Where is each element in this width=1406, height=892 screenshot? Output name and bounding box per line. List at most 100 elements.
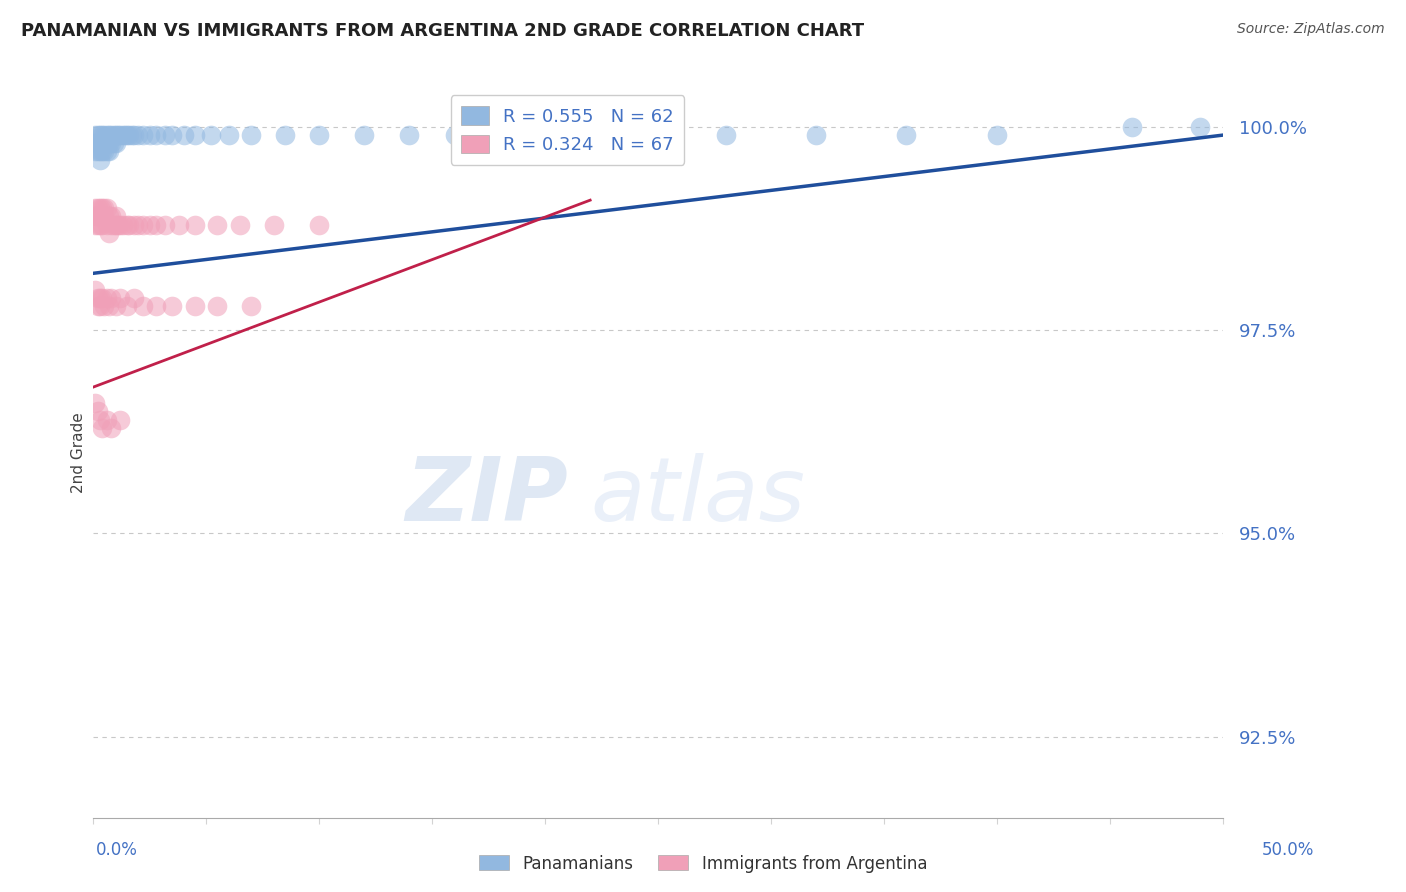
Point: [93, 136, 115, 151]
Point: [145, 128, 167, 142]
Point: [184, 299, 207, 313]
Point: [98, 145, 121, 159]
Text: PANAMANIAN VS IMMIGRANTS FROM ARGENTINA 2ND GRADE CORRELATION CHART: PANAMANIAN VS IMMIGRANTS FROM ARGENTINA …: [21, 22, 865, 40]
Point: [111, 218, 134, 232]
Text: atlas: atlas: [591, 453, 806, 539]
Point: [93, 299, 115, 313]
Point: [173, 128, 195, 142]
Point: [89, 218, 111, 232]
Point: [98, 299, 121, 313]
Point: [104, 128, 127, 142]
Point: [308, 128, 330, 142]
Point: [229, 218, 252, 232]
Point: [91, 136, 114, 151]
Point: [118, 218, 141, 232]
Legend: Panamanians, Immigrants from Argentina: Panamanians, Immigrants from Argentina: [472, 848, 934, 880]
Point: [155, 218, 177, 232]
Point: [107, 218, 129, 232]
Point: [91, 145, 114, 159]
Y-axis label: 2nd Grade: 2nd Grade: [72, 412, 86, 492]
Point: [184, 128, 207, 142]
Point: [86, 202, 108, 216]
Point: [103, 218, 125, 232]
Point: [91, 291, 114, 305]
Point: [122, 218, 145, 232]
Point: [86, 291, 108, 305]
Point: [86, 404, 108, 418]
Point: [107, 128, 129, 142]
Point: [91, 128, 114, 142]
Point: [308, 218, 330, 232]
Point: [162, 299, 184, 313]
Point: [98, 210, 121, 224]
Point: [132, 128, 155, 142]
Point: [138, 218, 160, 232]
Point: [89, 136, 111, 151]
Point: [534, 128, 557, 142]
Text: 50.0%: 50.0%: [1263, 840, 1315, 858]
Point: [89, 299, 111, 313]
Point: [579, 128, 602, 142]
Point: [100, 136, 122, 151]
Point: [86, 210, 108, 224]
Point: [91, 210, 114, 224]
Point: [93, 202, 115, 216]
Text: Source: ZipAtlas.com: Source: ZipAtlas.com: [1237, 22, 1385, 37]
Point: [86, 136, 108, 151]
Point: [100, 210, 122, 224]
Point: [103, 128, 125, 142]
Point: [89, 291, 111, 305]
Point: [162, 128, 184, 142]
Point: [138, 128, 160, 142]
Point: [218, 128, 240, 142]
Point: [184, 218, 207, 232]
Point: [110, 412, 132, 426]
Point: [127, 218, 149, 232]
Point: [86, 145, 108, 159]
Point: [89, 202, 111, 216]
Point: [110, 128, 132, 142]
Point: [398, 128, 420, 142]
Point: [96, 412, 118, 426]
Point: [89, 412, 111, 426]
Point: [104, 136, 127, 151]
Point: [84, 210, 107, 224]
Point: [93, 210, 115, 224]
Point: [89, 210, 111, 224]
Point: [207, 299, 229, 313]
Point: [118, 128, 141, 142]
Point: [86, 128, 108, 142]
Point: [274, 128, 297, 142]
Point: [114, 128, 136, 142]
Text: ZIP: ZIP: [405, 452, 568, 540]
Point: [145, 218, 167, 232]
Point: [263, 218, 285, 232]
Point: [91, 218, 114, 232]
Point: [122, 291, 145, 305]
Point: [96, 291, 118, 305]
Point: [93, 128, 115, 142]
Point: [98, 136, 121, 151]
Point: [200, 128, 222, 142]
Point: [93, 145, 115, 159]
Point: [804, 128, 827, 142]
Point: [115, 218, 138, 232]
Point: [103, 136, 125, 151]
Point: [104, 299, 127, 313]
Point: [115, 128, 138, 142]
Point: [89, 153, 111, 167]
Text: 0.0%: 0.0%: [96, 840, 138, 858]
Point: [89, 145, 111, 159]
Point: [100, 218, 122, 232]
Point: [104, 218, 127, 232]
Point: [91, 421, 114, 435]
Point: [145, 299, 167, 313]
Point: [121, 128, 143, 142]
Legend: R = 0.555   N = 62, R = 0.324   N = 67: R = 0.555 N = 62, R = 0.324 N = 67: [451, 95, 685, 165]
Point: [207, 218, 229, 232]
Point: [240, 299, 263, 313]
Point: [443, 128, 465, 142]
Point: [115, 299, 138, 313]
Point: [84, 218, 107, 232]
Point: [714, 128, 737, 142]
